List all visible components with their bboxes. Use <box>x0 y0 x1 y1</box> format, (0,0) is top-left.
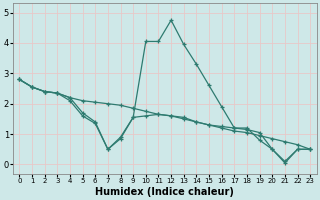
X-axis label: Humidex (Indice chaleur): Humidex (Indice chaleur) <box>95 187 234 197</box>
